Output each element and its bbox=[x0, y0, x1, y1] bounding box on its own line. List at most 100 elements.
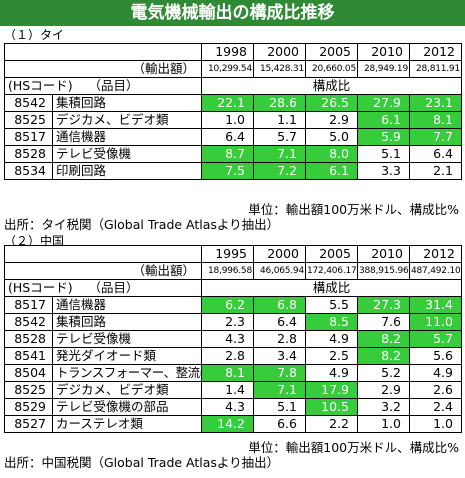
table-row: 8542 集積回路 22.1 28.6 26.5 27.9 23.1 bbox=[4, 94, 462, 112]
ratio-value-cell: 6.1 bbox=[357, 111, 410, 129]
ratio-value-cell: 1.1 bbox=[253, 111, 306, 129]
ratio-value-cell: 5.2 bbox=[357, 364, 410, 382]
ratio-value-cell: 7.1 bbox=[253, 381, 306, 399]
hs-item-header: (HSコード) （品目） bbox=[4, 279, 202, 297]
hs-item-header: (HSコード) （品目） bbox=[4, 77, 202, 95]
ratio-value-cell: 6.4 bbox=[409, 145, 462, 163]
header-blank bbox=[4, 43, 53, 61]
ratio-value-cell: 2.9 bbox=[305, 111, 358, 129]
hs-code-cell: 8527 bbox=[4, 415, 53, 433]
ratio-value-cell: 4.9 bbox=[409, 364, 462, 382]
item-name-cell: カーステレオ類 bbox=[52, 415, 202, 433]
ratio-value-cell: 8.0 bbox=[305, 145, 358, 163]
header-blank bbox=[4, 245, 53, 263]
year-cell: 2010 bbox=[357, 245, 410, 263]
year-header-row: 1995 2000 2005 2010 2012 bbox=[4, 245, 462, 263]
ratio-value-cell: 1.4 bbox=[201, 381, 254, 399]
hs-code-header: (HSコード) bbox=[8, 280, 73, 296]
ratio-value-cell: 22.1 bbox=[201, 94, 254, 112]
item-name-cell: テレビ受像機 bbox=[52, 145, 202, 163]
item-name-cell: テレビ受像機 bbox=[52, 330, 202, 348]
item-name-cell: 通信機器 bbox=[52, 296, 202, 314]
ratio-value-cell: 5.1 bbox=[253, 398, 306, 416]
ratio-value-cell: 3.2 bbox=[357, 398, 410, 416]
ratio-value-cell: 14.2 bbox=[201, 415, 254, 433]
ratio-value-cell: 2.6 bbox=[409, 381, 462, 399]
hs-code-cell: 8542 bbox=[4, 313, 53, 331]
ratio-value-cell: 1.0 bbox=[409, 415, 462, 433]
export-value: 15,428.31 bbox=[253, 60, 306, 78]
column-header-row: (HSコード) （品目） 構成比 bbox=[4, 77, 462, 95]
ratio-value-cell: 2.4 bbox=[409, 398, 462, 416]
table-row: 8528 テレビ受像機 4.3 2.8 4.9 8.2 5.7 bbox=[4, 330, 462, 348]
ratio-value-cell: 27.9 bbox=[357, 94, 410, 112]
column-header-row: (HSコード) （品目） 構成比 bbox=[4, 279, 462, 297]
export-label: （輸出額） bbox=[52, 262, 202, 280]
ratio-value-cell: 2.1 bbox=[409, 162, 462, 180]
ratio-value-cell: 23.1 bbox=[409, 94, 462, 112]
table-row: 8525 デジカメ、ビデオ類 1.0 1.1 2.9 6.1 8.1 bbox=[4, 111, 462, 129]
hs-code-cell: 8529 bbox=[4, 398, 53, 416]
source-note-thailand: 出所：タイ税関（Global Trade Atlasより抽出） bbox=[4, 217, 280, 232]
item-header: （品目） bbox=[88, 280, 139, 296]
ratio-value-cell: 3.4 bbox=[253, 347, 306, 365]
table-row: 8542 集積回路 2.3 6.4 8.5 7.6 11.0 bbox=[4, 313, 462, 331]
ratio-value-cell: 26.5 bbox=[305, 94, 358, 112]
ratio-value-cell: 5.0 bbox=[305, 128, 358, 146]
ratio-value-cell: 2.3 bbox=[201, 313, 254, 331]
hs-code-cell: 8542 bbox=[4, 94, 53, 112]
thailand-table: 1998 2000 2005 2010 2012 （輸出額） 10,299.54… bbox=[4, 43, 462, 180]
ratio-value-cell: 5.9 bbox=[357, 128, 410, 146]
item-name-cell: デジカメ、ビデオ類 bbox=[52, 111, 202, 129]
ratio-value-cell: 4.9 bbox=[305, 364, 358, 382]
ratio-value-cell: 7.5 bbox=[201, 162, 254, 180]
section-label-china: （２）中国 bbox=[4, 234, 65, 248]
ratio-value-cell: 6.4 bbox=[253, 313, 306, 331]
ratio-value-cell: 27.3 bbox=[357, 296, 410, 314]
year-cell: 2012 bbox=[409, 43, 462, 61]
item-name-cell: デジカメ、ビデオ類 bbox=[52, 381, 202, 399]
year-cell: 1998 bbox=[201, 43, 254, 61]
item-name-cell: トランスフォーマー、整流器など bbox=[52, 364, 202, 382]
source-note-china: 出所：中国税関（Global Trade Atlasより抽出） bbox=[4, 455, 280, 470]
table-row: 8528 テレビ受像機 8.7 7.1 8.0 5.1 6.4 bbox=[4, 145, 462, 163]
ratio-value-cell: 7.6 bbox=[357, 313, 410, 331]
ratio-value-cell: 8.2 bbox=[357, 330, 410, 348]
ratio-value-cell: 5.5 bbox=[305, 296, 358, 314]
ratio-value-cell: 4.9 bbox=[305, 330, 358, 348]
year-cell: 2005 bbox=[305, 245, 358, 263]
table-row: 8517 通信機器 6.2 6.8 5.5 27.3 31.4 bbox=[4, 296, 462, 314]
item-name-cell: 集積回路 bbox=[52, 313, 202, 331]
item-name-cell: テレビ受像機の部品 bbox=[52, 398, 202, 416]
export-value: 28,949.19 bbox=[357, 60, 410, 78]
ratio-value-cell: 5.1 bbox=[357, 145, 410, 163]
export-value: 20,660.05 bbox=[305, 60, 358, 78]
ratio-value-cell: 31.4 bbox=[409, 296, 462, 314]
year-cell: 1995 bbox=[201, 245, 254, 263]
ratio-value-cell: 2.8 bbox=[201, 347, 254, 365]
ratio-value-cell: 1.0 bbox=[201, 111, 254, 129]
hs-code-cell: 8504 bbox=[4, 364, 53, 382]
year-cell: 2000 bbox=[253, 245, 306, 263]
export-value: 388,915.96 bbox=[357, 262, 410, 280]
hs-code-cell: 8528 bbox=[4, 145, 53, 163]
export-value: 487,492.10 bbox=[409, 262, 462, 280]
ratio-value-cell: 4.3 bbox=[201, 398, 254, 416]
table-row: 8525 デジカメ、ビデオ類 1.4 7.1 17.9 2.9 2.6 bbox=[4, 381, 462, 399]
ratio-value-cell: 8.7 bbox=[201, 145, 254, 163]
ratio-value-cell: 7.2 bbox=[253, 162, 306, 180]
table-row: 8529 テレビ受像機の部品 4.3 5.1 10.5 3.2 2.4 bbox=[4, 398, 462, 416]
ratio-value-cell: 6.6 bbox=[253, 415, 306, 433]
hs-code-cell: 8517 bbox=[4, 296, 53, 314]
ratio-value-cell: 17.9 bbox=[305, 381, 358, 399]
ratio-value-cell: 7.7 bbox=[409, 128, 462, 146]
ratio-value-cell: 2.8 bbox=[253, 330, 306, 348]
unit-note-thailand: 単位：輸出額100万米ドル、構成比% bbox=[248, 202, 459, 217]
ratio-value-cell: 5.7 bbox=[253, 128, 306, 146]
ratio-value-cell: 10.5 bbox=[305, 398, 358, 416]
year-cell: 2010 bbox=[357, 43, 410, 61]
ratio-value-cell: 6.2 bbox=[201, 296, 254, 314]
ratio-value-cell: 3.3 bbox=[357, 162, 410, 180]
export-value: 172,406.17 bbox=[305, 262, 358, 280]
